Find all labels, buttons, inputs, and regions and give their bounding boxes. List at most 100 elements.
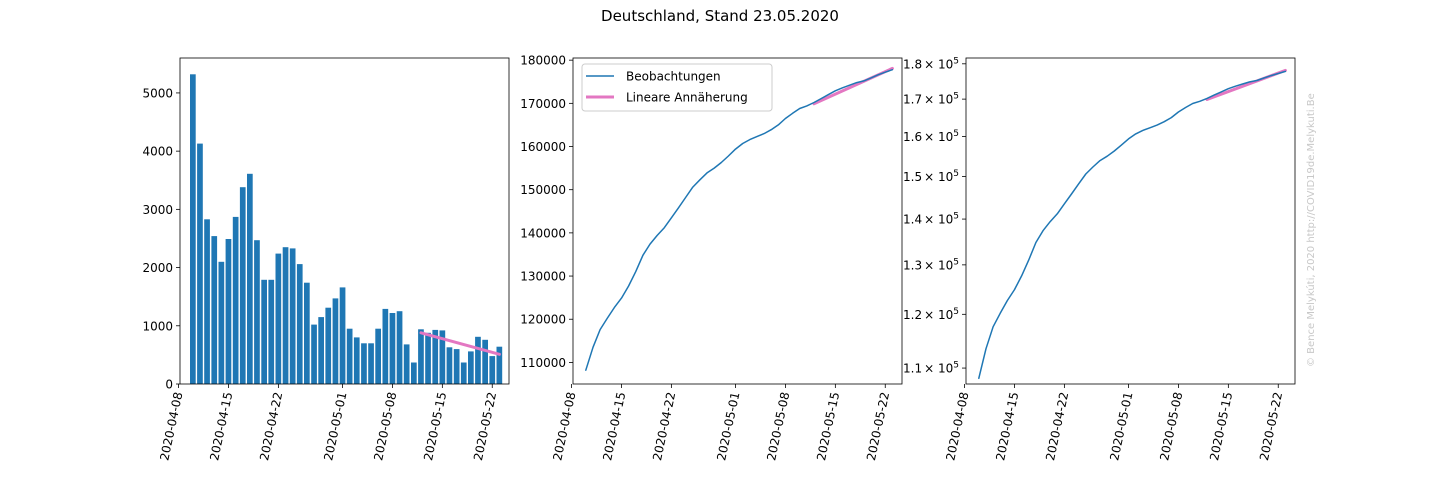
y-tick-label: 1.5 × 105 (903, 169, 959, 184)
y-tick-base: × 10 (924, 57, 953, 71)
y-tick-exponent: 5 (953, 169, 959, 179)
bar (460, 362, 467, 384)
bar (275, 253, 282, 384)
y-tick-base: × 10 (924, 362, 953, 376)
y-tick-label: 150000 (520, 183, 566, 197)
watermark: © Bence Melykúti, 2020 http://COVID19de.… (1306, 57, 1320, 367)
bar (190, 74, 196, 385)
bar (346, 328, 353, 384)
legend-label-fit: Lineare Annäherung (626, 91, 748, 105)
bar (218, 261, 225, 385)
y-tick-exponent: 5 (953, 307, 959, 317)
legend-box (581, 63, 773, 112)
x-tick-label: 2020-05-22 (471, 391, 499, 462)
x-tick-label: 2020-04-08 (943, 391, 971, 462)
bar (232, 216, 239, 384)
bar (282, 247, 289, 384)
bar (396, 311, 403, 384)
y-tick-exponent: 5 (953, 56, 959, 66)
bar (361, 343, 367, 385)
y-tick-mantissa: 1.4 (903, 213, 922, 227)
y-tick-label: 0 (165, 378, 173, 392)
x-tick-label: 2020-05-08 (371, 391, 399, 462)
bar (496, 346, 503, 384)
y-tick-mantissa: 1.7 (903, 93, 922, 107)
y-tick-base: × 10 (924, 213, 953, 227)
y-tick-exponent: 5 (953, 92, 959, 102)
y-tick-base: × 10 (924, 130, 953, 144)
bar (446, 347, 453, 384)
y-tick-exponent: 5 (953, 257, 959, 267)
bar (332, 298, 339, 384)
x-tick-label: 2020-05-08 (764, 391, 792, 462)
x-tick-label: 2020-05-15 (421, 391, 449, 462)
y-tick-label: 1.7 × 105 (903, 92, 959, 107)
legend: Beobachtungen Lineare Annäherung (581, 63, 773, 112)
bar (197, 143, 203, 384)
y-tick-label: 1.8 × 105 (903, 56, 959, 71)
bar (439, 330, 446, 384)
x-tick-label: 2020-04-15 (600, 391, 628, 462)
bar (482, 339, 488, 384)
x-tick-label: 2020-05-08 (1157, 391, 1185, 462)
y-tick-base: × 10 (924, 93, 953, 107)
y-tick-base: × 10 (924, 308, 953, 322)
y-tick-base: × 10 (924, 258, 953, 272)
y-tick-label: 1.4 × 105 (903, 212, 959, 227)
bar (225, 239, 232, 384)
x-tick-label: 2020-05-15 (1207, 391, 1235, 462)
x-tick-label: 2020-04-15 (993, 391, 1021, 462)
y-tick-label: 160000 (520, 140, 566, 154)
bar (211, 236, 218, 384)
y-tick-mantissa: 1.6 (903, 130, 922, 144)
bar (411, 362, 417, 384)
y-tick-label: 1.3 × 105 (903, 257, 959, 272)
y-tick-label: 4000 (142, 145, 173, 159)
y-tick-label: 110000 (520, 356, 566, 370)
y-tick-label: 1000 (142, 319, 173, 333)
bar (425, 332, 431, 384)
y-tick-exponent: 5 (953, 129, 959, 139)
watermark-text: © Bence Melykúti, 2020 http://COVID19de.… (1306, 93, 1317, 367)
bar (339, 287, 346, 384)
bar (296, 264, 303, 384)
bar (318, 317, 324, 384)
figure-title: Deutschland, Stand 23.05.2020 (601, 7, 839, 25)
x-tick-label: 2020-04-08 (550, 391, 578, 462)
y-tick-label: 170000 (520, 97, 566, 111)
bar (368, 343, 374, 385)
y-tick-label: 140000 (520, 226, 566, 240)
x-tick-label: 2020-04-08 (157, 391, 185, 462)
bar (403, 344, 410, 384)
bar (489, 356, 496, 384)
y-tick-label: 3000 (142, 203, 173, 217)
y-tick-exponent: 5 (953, 212, 959, 222)
bar (254, 240, 260, 384)
bar (475, 336, 481, 384)
bar (325, 307, 332, 384)
x-tick-label: 2020-04-22 (257, 391, 285, 462)
y-tick-mantissa: 1.8 (903, 57, 922, 71)
x-tick-label: 2020-04-22 (1043, 391, 1071, 462)
bar (311, 324, 317, 384)
y-tick-label: 5000 (142, 86, 173, 100)
y-tick-label: 2000 (142, 261, 173, 275)
bar (289, 248, 296, 384)
observations-line (585, 68, 894, 371)
bar (389, 313, 396, 384)
bar (247, 173, 253, 384)
x-tick-label: 2020-05-22 (1257, 391, 1285, 462)
y-tick-mantissa: 1.2 (903, 308, 922, 322)
bar (268, 279, 275, 384)
axes-frame (572, 57, 903, 385)
axes-frame (965, 57, 1296, 385)
bar (353, 337, 360, 384)
y-tick-label: 120000 (520, 313, 566, 327)
y-tick-base: × 10 (924, 170, 953, 184)
bar (453, 349, 460, 384)
legend-label-observations: Beobachtungen (626, 70, 721, 84)
x-tick-label: 2020-05-01 (1107, 391, 1135, 462)
